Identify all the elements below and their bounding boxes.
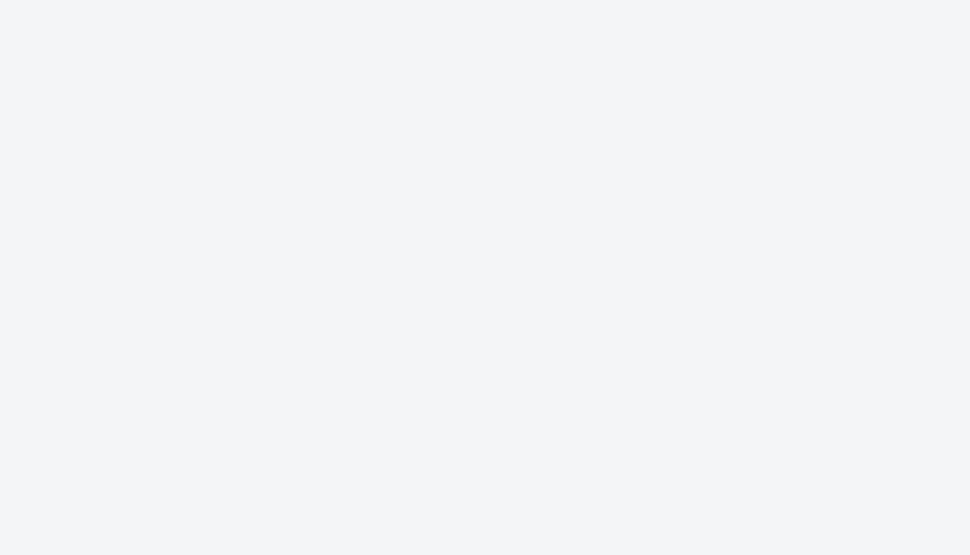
label-no-ferritin-made xyxy=(0,0,20,12)
diagram-svg xyxy=(0,0,970,555)
diagram-stage xyxy=(0,0,970,555)
